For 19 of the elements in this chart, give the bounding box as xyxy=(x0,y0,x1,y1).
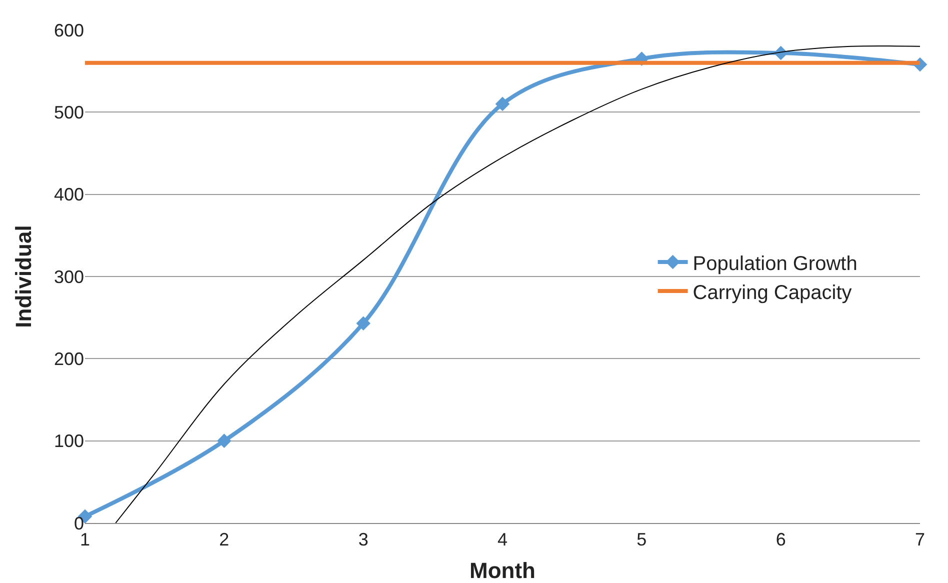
x-tick-label: 5 xyxy=(636,530,647,550)
y-tick-label: 400 xyxy=(54,184,84,205)
x-tick-label: 7 xyxy=(914,530,926,550)
x-tick-label: 3 xyxy=(358,530,368,550)
y-tick-label: 500 xyxy=(54,102,84,122)
x-axis-title: Month xyxy=(470,558,536,583)
y-tick-label: 600 xyxy=(54,20,84,40)
y-tick-label: 100 xyxy=(54,431,84,452)
legend-label: Population Growth xyxy=(692,252,858,275)
point xyxy=(356,316,370,330)
x-tick-label: 4 xyxy=(497,530,508,550)
x-tick-label: 6 xyxy=(776,530,786,550)
point xyxy=(495,96,510,112)
legend-label: Carrying Capacity xyxy=(692,282,852,304)
y-axis-title: Individual xyxy=(11,225,36,328)
x-tick-label: 2 xyxy=(219,530,230,550)
y-tick-label: 200 xyxy=(54,348,84,369)
y-tick-label: 300 xyxy=(54,266,84,287)
point xyxy=(217,434,232,448)
